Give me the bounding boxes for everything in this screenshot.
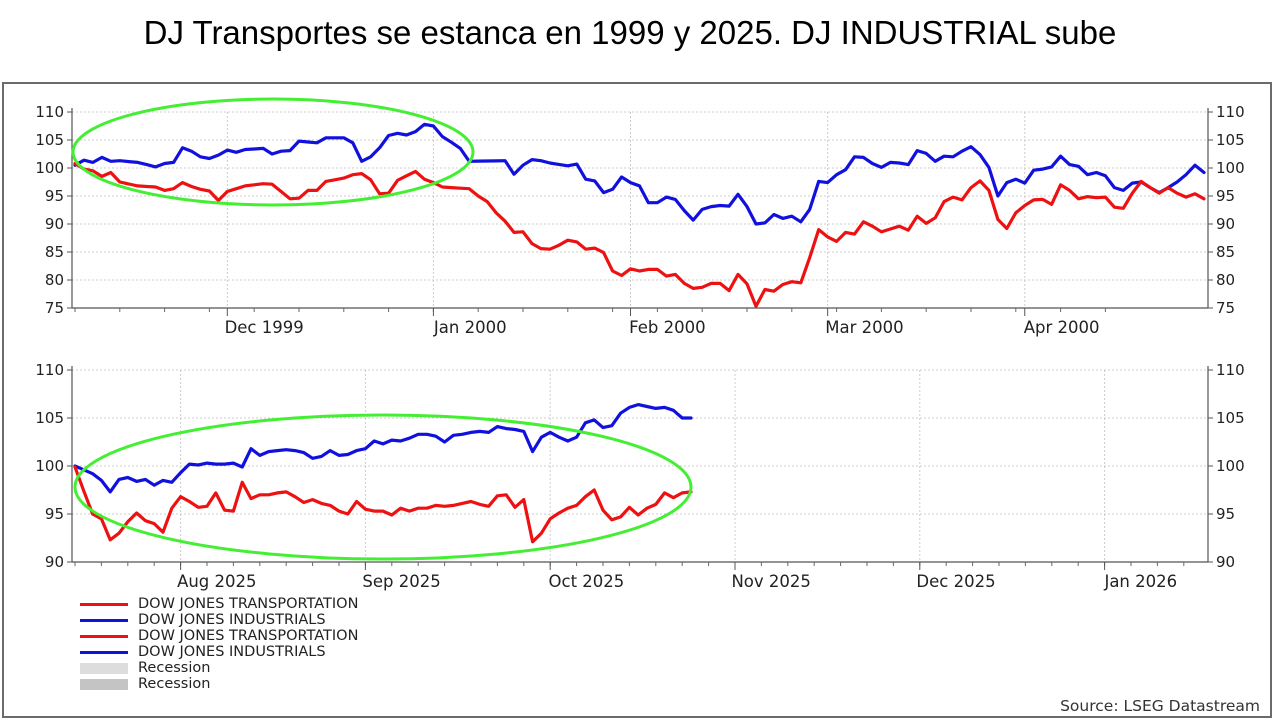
x-tick-label: Sep 2025 [362,572,440,591]
x-tick-label: Aug 2025 [177,572,256,591]
y-tick-label: 105 [1216,131,1245,149]
legend-item: DOW JONES TRANSPORTATION [80,628,358,644]
x-tick-label: Apr 2000 [1024,318,1100,337]
y-tick-label: 80 [1216,271,1235,289]
x-tick-label: Jan 2026 [1103,572,1177,591]
y-tick-label: 80 [45,271,64,289]
legend-swatch [80,602,128,606]
dow-jones-industrials-line [73,122,1206,226]
legend-item: DOW JONES INDUSTRIALS [80,644,358,660]
x-tick-label: Mar 2000 [825,318,903,337]
y-tick-label: 75 [1216,299,1235,317]
legend-swatch [80,678,128,690]
legend-label: DOW JONES INDUSTRIALS [138,612,326,628]
legend-swatch [80,650,128,654]
dow-jones-industrials-line [73,403,693,494]
y-tick-label: 90 [1216,215,1235,233]
y-tick-label: 105 [35,409,64,427]
dow-jones-transportation-line [73,465,693,544]
x-tick-label: Dec 2025 [916,572,995,591]
y-tick-label: 95 [45,505,64,523]
legend-label: DOW JONES TRANSPORTATION [138,628,359,644]
y-tick-label: 75 [45,299,64,317]
legend-label: Recession [138,660,211,676]
y-tick-label: 110 [35,103,64,121]
legend-item: Recession [80,676,358,692]
legend-label: Recession [138,676,211,692]
legend-label: DOW JONES INDUSTRIALS [138,644,326,660]
legend-swatch [80,634,128,638]
chart-panel-2: 90 90 95 95 100 100 105 105 110 110 Aug 2025 Sep 20… [35,361,1244,591]
y-tick-label: 100 [35,159,64,177]
x-tick-label: Dec 1999 [225,318,304,337]
x-tick-label: Oct 2025 [549,572,625,591]
highlight-ellipse [71,97,475,207]
page-title: DJ Transportes se estanca en 1999 y 2025… [143,14,1117,51]
y-tick-label: 110 [1216,103,1245,121]
x-tick-label: Nov 2025 [731,572,810,591]
y-tick-label: 95 [1216,187,1235,205]
y-tick-label: 110 [35,361,64,379]
x-tick-label: Feb 2000 [629,318,705,337]
highlight-ellipse [73,413,693,561]
legend-swatch [80,662,128,674]
x-tick-label: Jan 2000 [433,318,507,337]
y-tick-label: 100 [1216,457,1245,475]
y-tick-label: 105 [35,131,64,149]
chart-frame [2,82,1272,718]
legend-label: DOW JONES TRANSPORTATION [138,596,359,612]
legend-swatch [80,618,128,622]
y-tick-label: 95 [1216,505,1235,523]
y-tick-label: 110 [1216,361,1245,379]
y-tick-label: 100 [1216,159,1245,177]
legend-item: Recession [80,660,358,676]
legend-item: DOW JONES INDUSTRIALS [80,612,358,628]
legend: DOW JONES TRANSPORTATION DOW JONES INDUST… [80,596,358,692]
y-tick-label: 85 [45,243,64,261]
y-tick-label: 100 [35,457,64,475]
y-tick-label: 105 [1216,409,1245,427]
y-tick-label: 90 [45,215,64,233]
dow-jones-transportation-line [73,161,1206,308]
y-tick-label: 95 [45,187,64,205]
y-tick-label: 90 [1216,553,1235,571]
chart-panel-1: 75 75 80 80 85 85 90 90 95 95 100 100 105 105 110 110 De… [35,97,1245,337]
y-tick-label: 85 [1216,243,1235,261]
source-note: Source: LSEG Datastream [1060,697,1260,715]
legend-item: DOW JONES TRANSPORTATION [80,596,358,612]
y-tick-label: 90 [45,553,64,571]
